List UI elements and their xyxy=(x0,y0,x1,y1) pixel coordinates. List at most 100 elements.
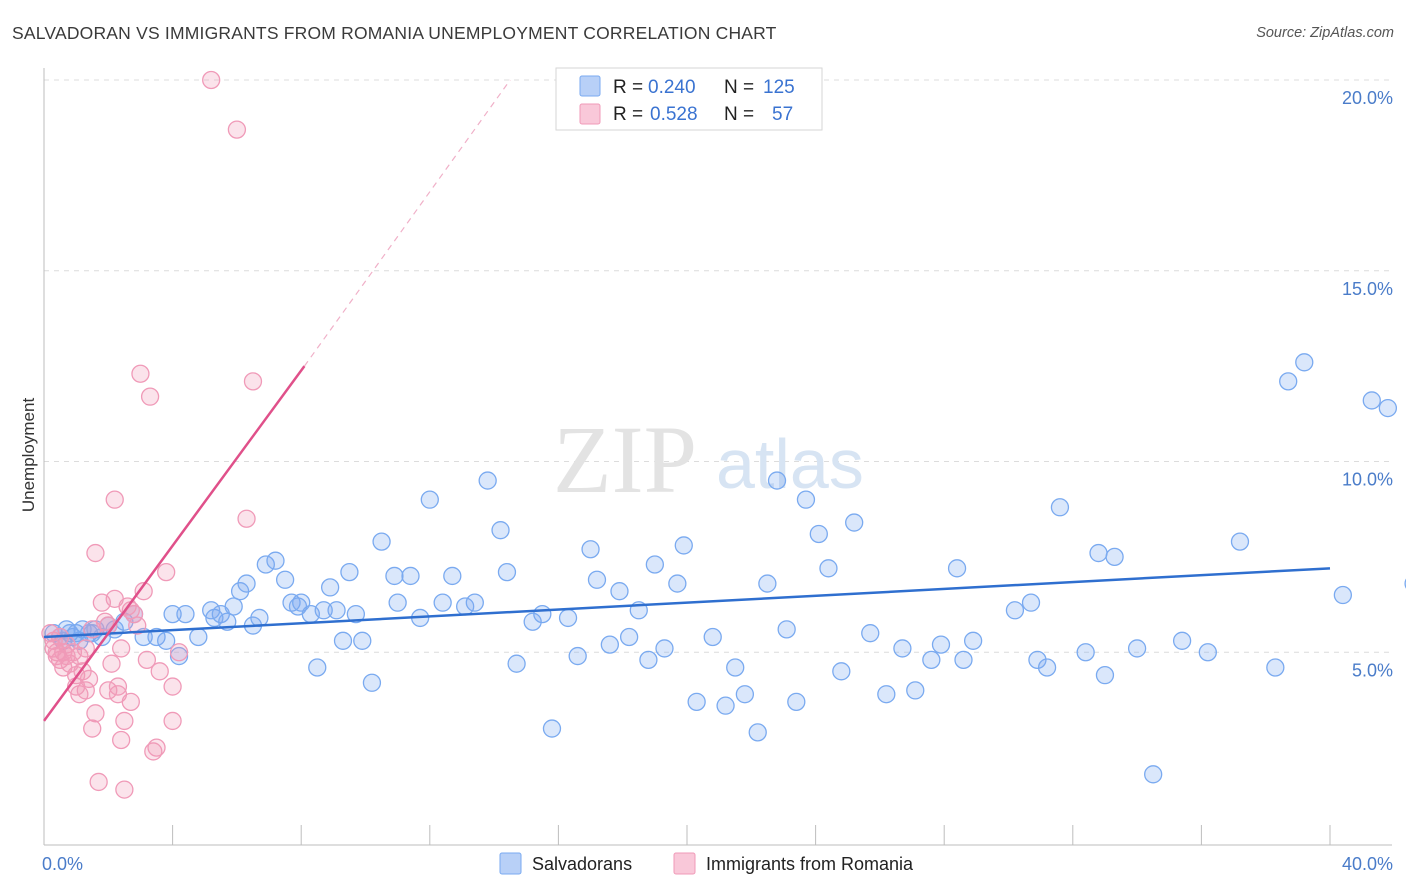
salvadoran-point-35 xyxy=(275,570,295,589)
salvadoran-point-120 xyxy=(1333,585,1353,605)
salvadoran-point-117 xyxy=(1266,658,1285,677)
salvadoran-point-94 xyxy=(861,624,880,643)
salvadoran-point-82 xyxy=(726,658,745,677)
salvadoran-point-104 xyxy=(1021,593,1041,612)
romania-point-20 xyxy=(79,669,99,689)
romania-point-53 xyxy=(163,711,182,731)
romania-point-46 xyxy=(137,650,157,670)
grid-lines xyxy=(44,79,1392,653)
chart-title: SALVADORAN VS IMMIGRANTS FROM ROMANIA UN… xyxy=(12,23,777,43)
salvadoran-point-108 xyxy=(1076,643,1095,662)
salvadoran-point-70 xyxy=(600,635,619,654)
salvadoran-point-109 xyxy=(1089,543,1108,563)
salvadoran-point-77 xyxy=(668,574,687,593)
salvadoran-point-87 xyxy=(777,620,796,639)
salvadoran-point-96 xyxy=(893,639,912,658)
salvadoran-point-119 xyxy=(1295,353,1314,372)
salvadoran-point-74 xyxy=(639,650,658,670)
romania-point-47 xyxy=(140,387,160,406)
legend-n-label-1: N = xyxy=(724,77,754,98)
romania-trend-line xyxy=(42,365,306,722)
salvadoran-point-111 xyxy=(1095,665,1115,685)
salvadoran-point-61 xyxy=(497,562,517,582)
y-tick-label-3: 20.0% xyxy=(1342,88,1393,108)
salvadoran-point-92 xyxy=(832,662,851,681)
salvadoran-point-68 xyxy=(581,540,600,559)
salvadoran-point-65 xyxy=(542,719,562,738)
legend-swatch-salvadorans xyxy=(579,75,601,97)
salvadoran-point-105 xyxy=(1028,650,1047,670)
salvadoran-point-122 xyxy=(1378,398,1398,418)
salvadoran-point-121 xyxy=(1362,391,1381,410)
salvadoran-point-19 xyxy=(157,631,176,650)
salvadoran-point-63 xyxy=(523,612,542,631)
salvadoran-point-86 xyxy=(767,471,787,490)
salvadoran-point-49 xyxy=(372,532,391,551)
salvadoran-point-91 xyxy=(819,559,838,578)
series-legend-swatch-romania xyxy=(673,852,696,875)
romania-point-42 xyxy=(124,604,144,624)
legend-r-value-2: 0.528 xyxy=(650,104,698,125)
romania-point-35 xyxy=(112,730,131,750)
salvadoran-point-100 xyxy=(947,559,967,578)
romania-point-57 xyxy=(237,509,256,528)
watermark-atlas: atlas xyxy=(716,425,864,503)
salvadoran-point-99 xyxy=(931,635,951,654)
salvadoran-point-78 xyxy=(674,536,693,555)
salvadoran-point-34 xyxy=(266,551,285,570)
romania-point-45 xyxy=(134,582,153,601)
salvadoran-point-46 xyxy=(346,604,366,624)
salvadoran-point-88 xyxy=(787,692,806,711)
y-tick-label-0: 5.0% xyxy=(1352,660,1393,680)
series-legend-salvadorans: Salvadorans xyxy=(532,854,632,874)
salvadoran-point-48 xyxy=(362,673,382,692)
legend-r-value-1: 0.240 xyxy=(648,77,696,98)
romania-point-30 xyxy=(102,654,121,673)
legend-n-label-2: N = xyxy=(724,104,754,125)
salvadoran-point-28 xyxy=(224,597,243,616)
salvadoran-point-79 xyxy=(687,692,706,711)
romania-point-49 xyxy=(147,738,166,757)
salvadoran-point-40 xyxy=(308,658,327,677)
salvadoran-point-33 xyxy=(256,555,275,574)
legend-swatch-romania xyxy=(579,103,601,125)
salvadoran-point-72 xyxy=(619,627,639,647)
legend-r-label-2: R = xyxy=(613,104,643,125)
romania-point-36 xyxy=(112,639,131,658)
y-tick-labels: 5.0% 10.0% 15.0% 20.0% xyxy=(1342,88,1393,680)
romania-point-44 xyxy=(131,364,150,383)
salvadoran-point-56 xyxy=(443,566,462,586)
romania-point-19 xyxy=(76,681,95,700)
romania-point-56 xyxy=(227,120,247,139)
salvadoran-point-69 xyxy=(587,570,607,589)
axes xyxy=(43,68,1392,846)
x-tick-labels: 0.0% 40.0% xyxy=(42,854,1393,874)
salvadoran-point-112 xyxy=(1127,639,1147,658)
salvadoran-point-102 xyxy=(963,631,983,650)
salvadoran-point-67 xyxy=(568,646,587,666)
salvadoran-point-22 xyxy=(176,604,195,624)
salvadoran-point-52 xyxy=(401,566,420,586)
salvadoran-point-83 xyxy=(735,685,755,704)
romania-point-58 xyxy=(243,372,263,391)
y-tick-label-1: 10.0% xyxy=(1342,470,1393,490)
salvadoran-point-20 xyxy=(163,604,182,624)
salvadoran-point-101 xyxy=(954,650,973,670)
romania-point-52 xyxy=(163,677,182,696)
salvadoran-point-97 xyxy=(906,681,925,700)
romania-point-18 xyxy=(76,639,95,658)
salvadoran-point-114 xyxy=(1172,631,1192,650)
stats-legend: R = 0.240 N = 125 R = 0.528 N = 57 xyxy=(555,67,823,131)
y-axis-label: Unemployment xyxy=(19,398,38,513)
salvadoran-point-47 xyxy=(353,631,372,650)
salvadoran-point-80 xyxy=(703,627,722,647)
salvadoran-point-98 xyxy=(922,650,941,670)
salvadoran-point-107 xyxy=(1050,498,1070,517)
x-tick-label-0: 0.0% xyxy=(42,854,83,874)
legend-n-value-1: 125 xyxy=(763,77,795,98)
data-points xyxy=(41,70,1406,799)
romania-point-24 xyxy=(86,543,105,563)
series-legend-romania: Immigrants from Romania xyxy=(706,854,914,874)
salvadoran-point-18 xyxy=(147,627,166,647)
